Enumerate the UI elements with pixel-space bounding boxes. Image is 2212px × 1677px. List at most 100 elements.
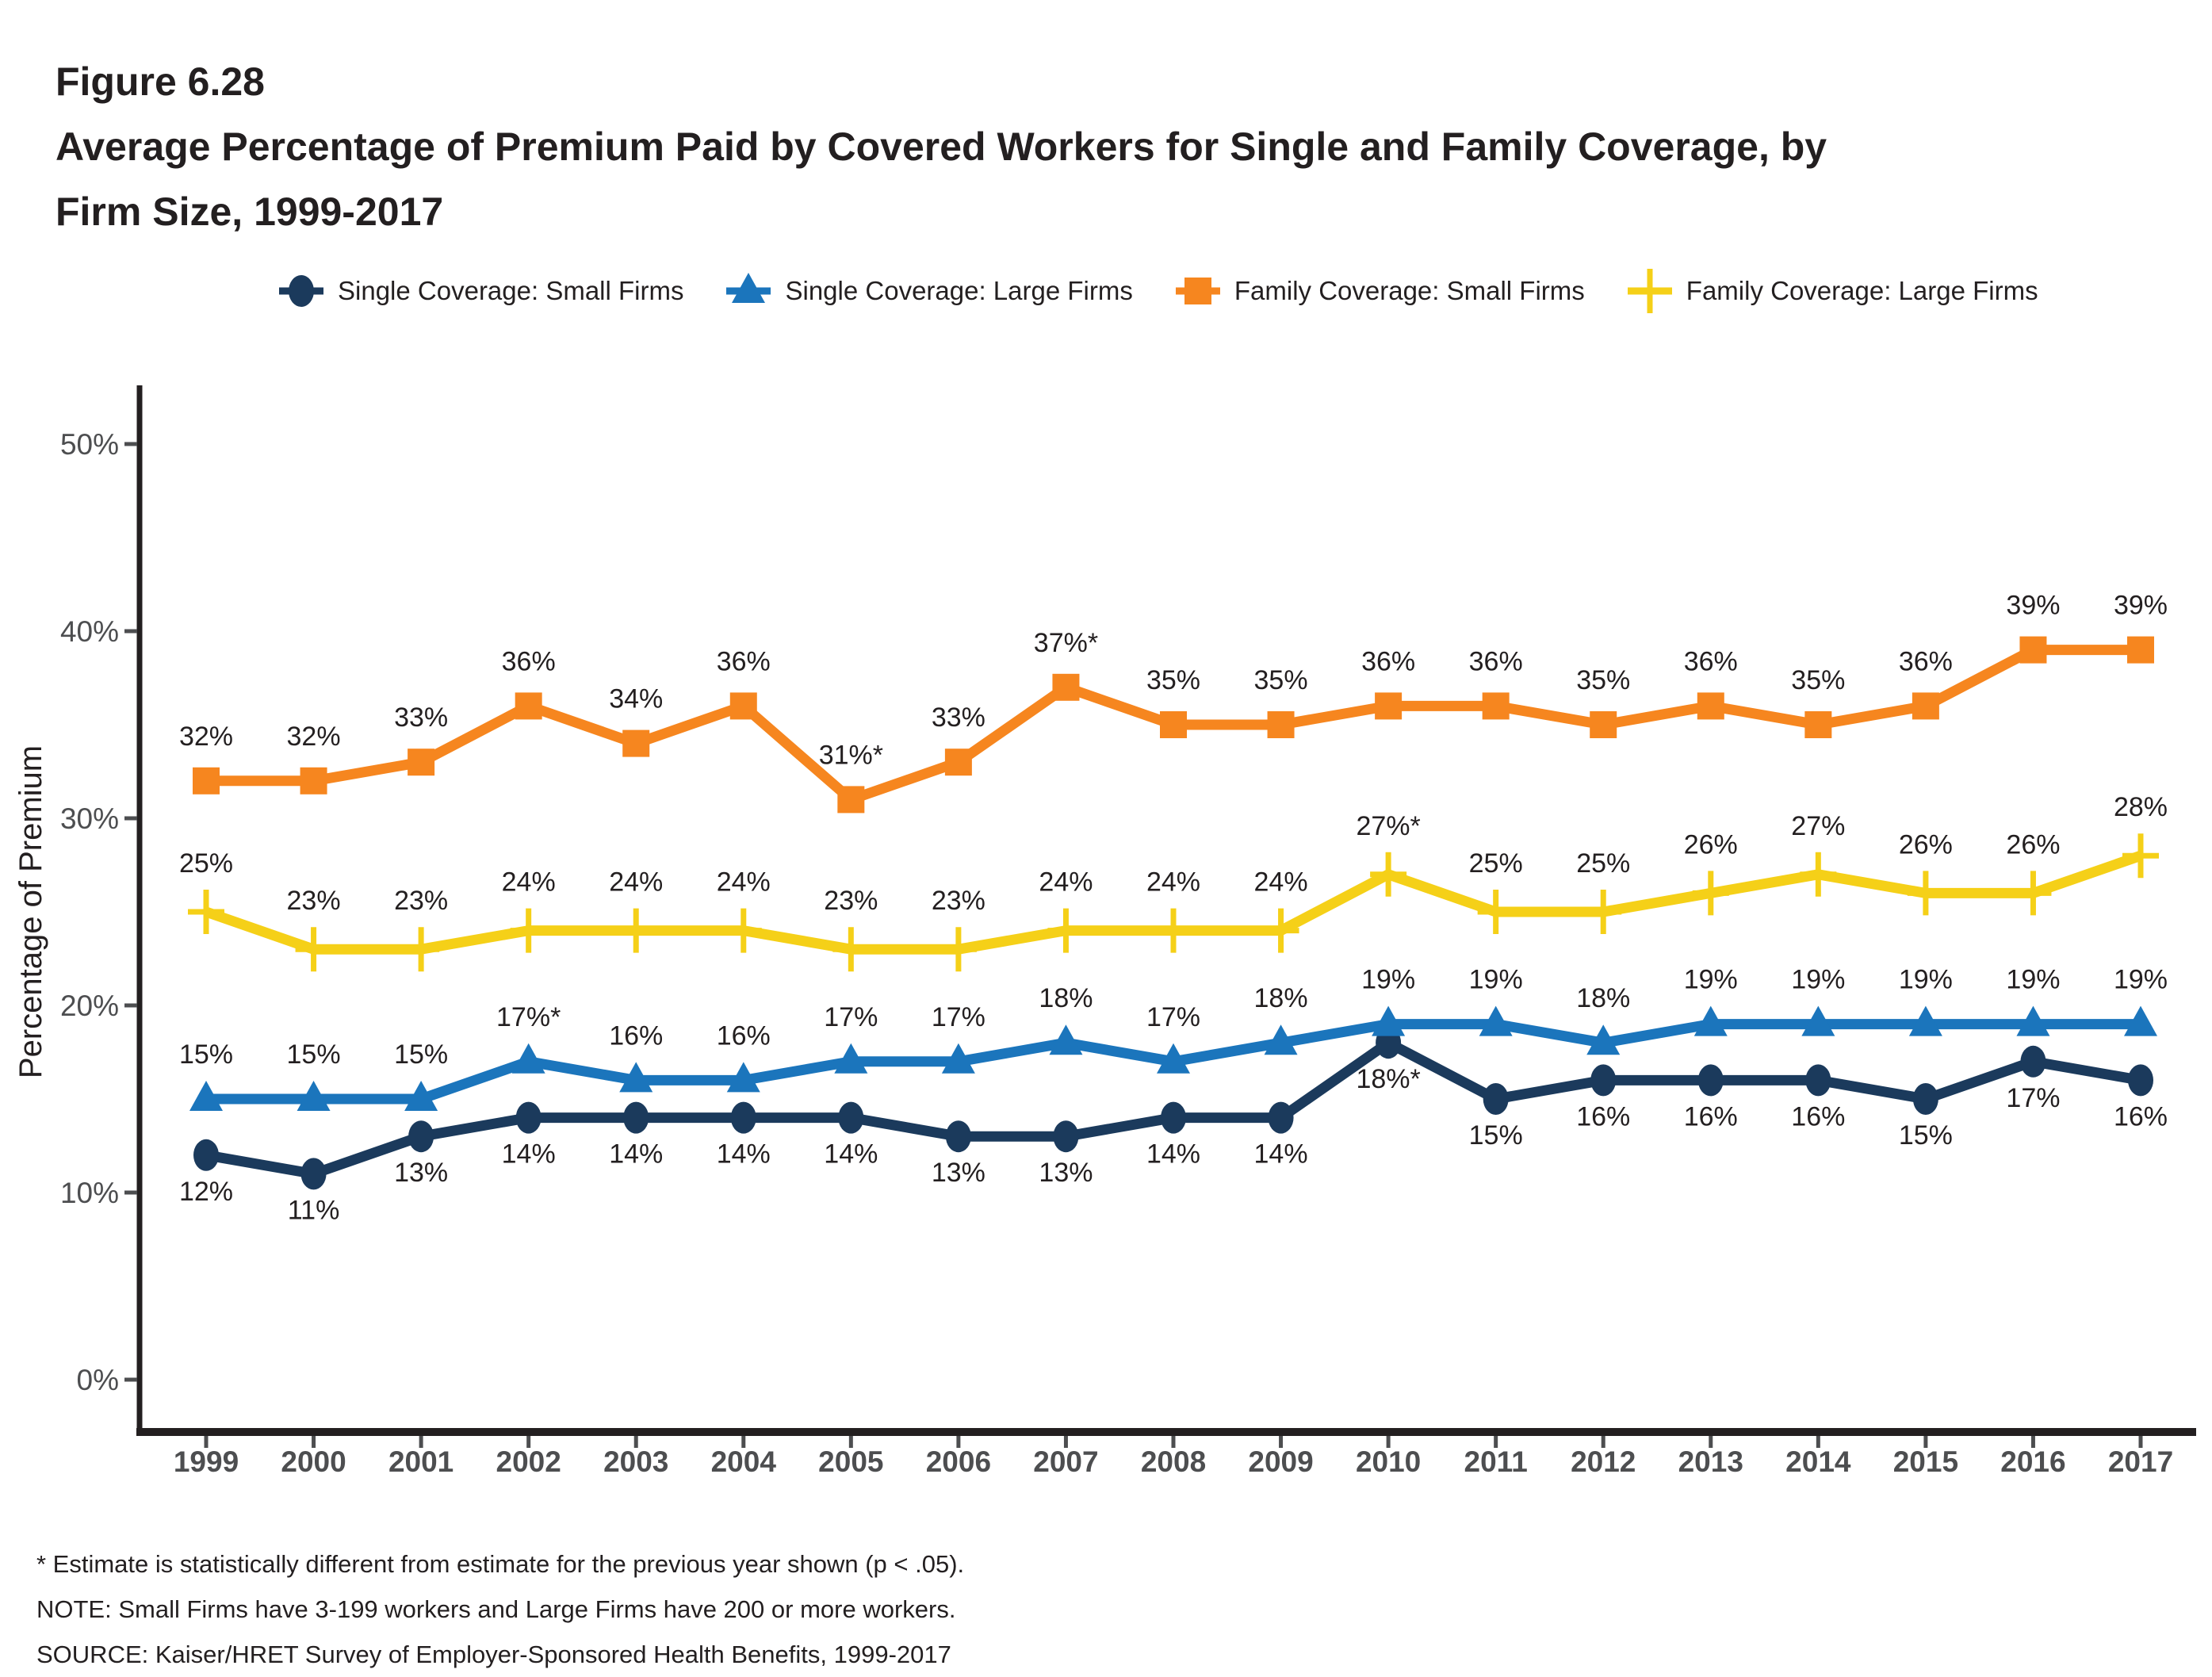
triangle-marker <box>2016 1005 2050 1036</box>
data-label: 11% <box>288 1195 340 1225</box>
x-tick-label: 2006 <box>926 1445 991 1478</box>
legend-label: Family Coverage: Small Firms <box>1234 276 1585 305</box>
data-label: 28% <box>2114 792 2168 822</box>
x-tick-label: 2002 <box>496 1445 561 1478</box>
data-label: 19% <box>1469 965 1523 995</box>
data-label: 19% <box>1791 965 1845 995</box>
data-label: 36% <box>1899 646 1953 676</box>
circle-marker <box>838 1101 864 1134</box>
square-marker <box>729 692 757 720</box>
circle-marker <box>623 1101 649 1134</box>
data-label: 33% <box>932 703 985 733</box>
data-label: 14% <box>717 1139 771 1170</box>
triangle-marker <box>1264 1024 1298 1055</box>
data-label: 33% <box>394 703 448 733</box>
data-label: 19% <box>1684 965 1738 995</box>
data-label: 26% <box>1899 829 1953 860</box>
circle-marker <box>2020 1045 2046 1078</box>
data-label: 19% <box>1899 965 1953 995</box>
data-label: 14% <box>824 1139 878 1170</box>
triangle-marker <box>1801 1005 1835 1036</box>
x-tick-label: 2003 <box>603 1445 668 1478</box>
square-marker <box>2127 636 2154 664</box>
y-tick-label: 40% <box>60 615 119 648</box>
footnotes: * Estimate is statistically different fr… <box>36 1541 964 1677</box>
data-label: 35% <box>1576 665 1630 695</box>
data-label: 31%* <box>819 740 883 770</box>
data-label: 15% <box>1469 1120 1523 1151</box>
triangle-marker <box>1479 1005 1513 1036</box>
data-label: 36% <box>502 646 556 676</box>
legend-item-single-coverage-small-firms: Single Coverage: Small Firms <box>277 268 683 314</box>
circle-legend-marker-icon <box>279 275 323 307</box>
figure-header: Figure 6.28 Average Percentage of Premiu… <box>55 49 1827 244</box>
data-label: 15% <box>1899 1120 1953 1151</box>
data-label: 18% <box>1039 983 1093 1013</box>
legend-label: Family Coverage: Large Firms <box>1686 276 2038 305</box>
series-family-coverage-large-firms: 25% 23% 23% 24% 24% 24% 23% 23% 24% 24% 24% 27%* 25%… <box>179 792 2168 972</box>
data-label: 36% <box>1684 646 1738 676</box>
data-label: 19% <box>2006 965 2060 995</box>
data-label: 24% <box>717 867 771 898</box>
square-marker <box>1052 673 1080 701</box>
circle-marker <box>1268 1101 1294 1134</box>
x-tick-label: 2017 <box>2108 1445 2173 1478</box>
data-label: 17% <box>1146 1002 1200 1032</box>
square-marker <box>622 729 650 757</box>
square-marker <box>1804 711 1832 738</box>
data-label: 19% <box>1361 965 1415 995</box>
data-label: 26% <box>1684 829 1738 860</box>
data-label: 14% <box>502 1139 556 1170</box>
data-label: 32% <box>287 722 341 752</box>
x-tick-label: 2012 <box>1571 1445 1636 1478</box>
data-label: 36% <box>717 646 771 676</box>
y-tick-label: 0% <box>77 1364 119 1396</box>
data-label: 35% <box>1146 665 1200 695</box>
circle-marker <box>1805 1064 1831 1097</box>
data-label: 37%* <box>1034 628 1098 658</box>
data-label: 25% <box>1576 848 1630 879</box>
figure-label: Figure 6.28 <box>55 59 265 104</box>
data-label: 35% <box>1254 665 1308 695</box>
x-tick-label: 2014 <box>1785 1445 1851 1478</box>
data-label: 24% <box>1039 867 1093 898</box>
x-tick-label: 1999 <box>174 1445 239 1478</box>
data-label: 16% <box>717 1020 771 1051</box>
triangle-marker <box>189 1081 223 1111</box>
data-label: 36% <box>1361 646 1415 676</box>
circle-marker <box>945 1120 971 1153</box>
data-label: 14% <box>1254 1139 1308 1170</box>
data-label: 17% <box>824 1002 878 1032</box>
data-label: 36% <box>1469 646 1523 676</box>
square-marker <box>1697 692 1724 720</box>
circle-marker <box>408 1120 434 1153</box>
data-label: 39% <box>2006 591 2060 621</box>
circle-marker <box>289 275 314 307</box>
square-marker <box>515 692 542 720</box>
x-tick-label: 2007 <box>1033 1445 1098 1478</box>
x-tick-label: 2004 <box>711 1445 777 1478</box>
triangle-marker <box>297 1081 331 1111</box>
data-label: 14% <box>1146 1139 1200 1170</box>
x-tick-label: 2000 <box>281 1445 346 1478</box>
triangle-marker <box>732 273 766 303</box>
data-label: 15% <box>179 1040 233 1070</box>
circle-marker <box>730 1101 756 1134</box>
circle-marker <box>1590 1064 1617 1097</box>
triangle-marker <box>1693 1005 1728 1036</box>
triangle-marker <box>1586 1024 1621 1055</box>
data-label: 17% <box>932 1002 985 1032</box>
y-tick-label: 50% <box>60 428 119 461</box>
square-marker <box>944 749 972 776</box>
y-tick-label: 30% <box>60 802 119 835</box>
data-label: 13% <box>394 1158 448 1188</box>
square-marker <box>837 786 865 814</box>
x-tick-label: 2008 <box>1141 1445 1206 1478</box>
triangle-legend-marker-icon <box>726 273 771 303</box>
data-label: 16% <box>1791 1101 1845 1131</box>
square-marker <box>1375 692 1403 720</box>
x-tick-label: 2010 <box>1356 1445 1421 1478</box>
triangle-marker <box>1157 1043 1190 1074</box>
data-label: 18% <box>1576 983 1630 1013</box>
legend-item-family-coverage-large-firms: Family Coverage: Large Firms <box>1626 268 2038 314</box>
